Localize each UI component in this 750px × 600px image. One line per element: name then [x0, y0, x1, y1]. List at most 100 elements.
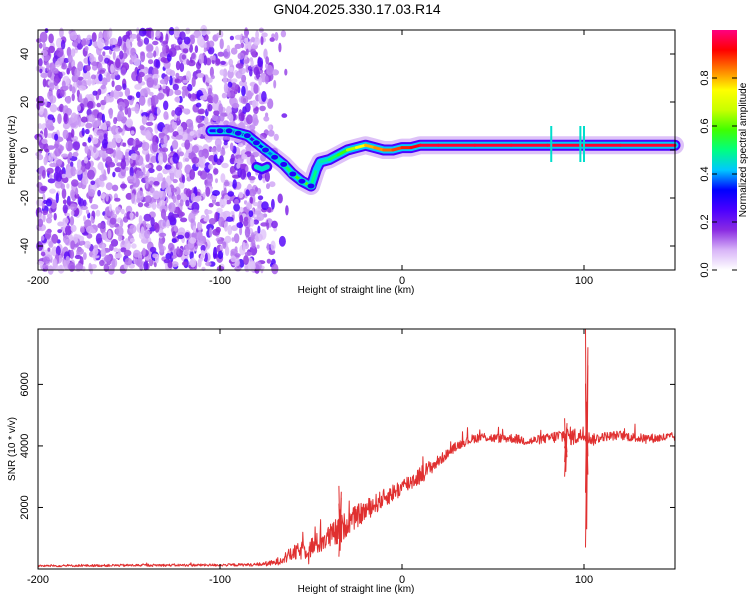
noise-speckle: [135, 155, 144, 166]
noise-speckle: [227, 81, 233, 88]
noise-speckle: [36, 261, 45, 266]
noise-speckle: [236, 162, 241, 169]
noise-speckle: [54, 166, 62, 174]
noise-speckle: [77, 104, 81, 112]
noise-speckle: [92, 64, 98, 71]
x-tick-label: -100: [209, 275, 231, 287]
noise-speckle: [111, 67, 116, 73]
noise-speckle: [145, 223, 152, 228]
noise-speckle: [83, 252, 87, 260]
noise-speckle: [103, 263, 110, 273]
ridge-blob: [270, 153, 280, 161]
noise-speckle: [217, 51, 225, 57]
noise-speckle: [99, 174, 107, 182]
noise-speckle: [109, 243, 114, 251]
noise-speckle: [196, 72, 205, 78]
noise-speckle: [220, 60, 226, 65]
snr-series: [37, 328, 676, 568]
noise-speckle: [55, 172, 63, 182]
noise-speckle: [219, 112, 225, 122]
noise-speckle: [111, 80, 115, 88]
noise-speckle: [150, 155, 158, 163]
noise-speckle: [249, 196, 253, 204]
noise-speckle: [91, 79, 96, 86]
x-tick-label: 100: [575, 574, 593, 586]
colorbar-ticks: 0.0 0.2 0.4 0.6 0.8: [699, 70, 737, 278]
noise-speckle: [210, 195, 218, 201]
noise-speckle: [253, 219, 259, 225]
noise-speckle: [207, 104, 213, 112]
noise-speckle: [106, 120, 111, 127]
noise-speckle: [122, 142, 127, 147]
noise-speckle: [254, 261, 262, 271]
noise-speckle: [52, 259, 56, 270]
noise-speckle: [140, 88, 148, 98]
noise-speckle: [243, 59, 250, 64]
noise-speckle: [156, 106, 161, 116]
noise-speckle: [178, 151, 184, 157]
noise-speckle: [71, 93, 75, 102]
ridge-blob: [297, 177, 307, 185]
noise-speckle: [38, 212, 43, 221]
noise-speckle: [197, 222, 203, 231]
noise-speckle: [219, 38, 224, 50]
noise-speckle: [217, 250, 224, 260]
noise-speckle: [129, 159, 134, 164]
noise-speckle: [70, 123, 77, 128]
noise-speckle: [47, 247, 51, 252]
noise-speckle: [230, 153, 235, 163]
noise-speckle: [217, 239, 224, 245]
noise-speckle: [151, 141, 159, 153]
noise-speckle: [40, 235, 45, 241]
noise-speckle: [96, 102, 101, 108]
noise-speckle: [121, 239, 125, 245]
ridge-segment: [336, 148, 349, 157]
noise-speckle: [78, 85, 87, 91]
noise-speckle: [124, 106, 129, 115]
noise-speckle: [160, 57, 167, 63]
noise-speckle: [49, 162, 57, 168]
noise-speckle: [122, 83, 127, 90]
noise-speckle: [85, 122, 93, 129]
noise-speckle: [171, 231, 176, 238]
noise-speckle: [250, 36, 255, 43]
y-tick-label: 20: [19, 96, 31, 108]
noise-speckle: [113, 247, 118, 253]
noise-speckle: [130, 130, 135, 135]
snr-frame: [37, 328, 676, 570]
noise-speckle: [213, 246, 218, 258]
noise-speckle: [38, 123, 42, 130]
noise-speckle: [60, 39, 66, 50]
ridge-segment: [345, 146, 358, 152]
noise-speckle: [42, 213, 46, 223]
noise-speckle: [110, 73, 116, 80]
noise-speckle: [250, 59, 254, 68]
noise-speckle: [51, 233, 59, 244]
noise-speckle: [64, 238, 72, 246]
noise-speckle: [189, 131, 195, 136]
noise-speckle: [191, 201, 200, 213]
noise-speckle: [58, 71, 63, 79]
noise-speckle: [98, 73, 103, 82]
x-tick-label: -100: [209, 574, 231, 586]
snr-spike: [338, 485, 342, 557]
noise-speckle: [98, 179, 103, 186]
noise-speckle: [230, 47, 238, 55]
noise-speckle: [228, 90, 236, 99]
noise-speckle: [208, 40, 215, 48]
x-tick-label: 100: [575, 275, 593, 287]
ridge-blob: [224, 127, 234, 135]
noise-speckle: [170, 187, 177, 193]
noise-speckle: [105, 93, 110, 103]
noise-speckle: [55, 245, 61, 256]
noise-speckle: [59, 89, 65, 97]
noise-speckle: [198, 149, 205, 158]
noise-speckle: [131, 243, 137, 249]
noise-speckle: [125, 38, 131, 49]
noise-speckle: [205, 214, 210, 221]
noise-speckle: [114, 253, 123, 259]
noise-speckle: [241, 153, 248, 160]
noise-speckle: [246, 202, 253, 210]
y-tick-label: 2000: [19, 495, 31, 519]
noise-speckle: [244, 251, 253, 257]
